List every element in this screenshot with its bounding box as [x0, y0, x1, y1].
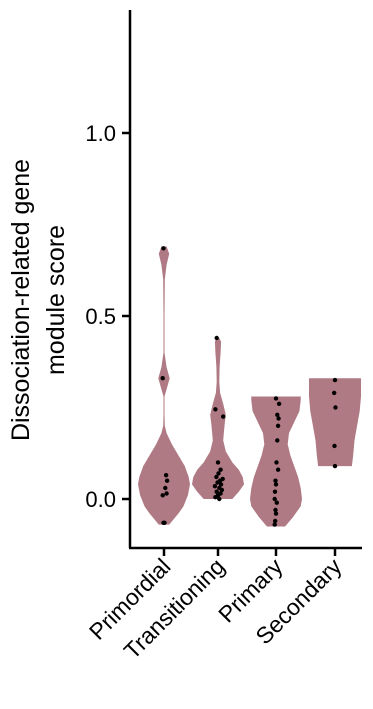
data-point: [276, 401, 282, 406]
data-point: [272, 489, 278, 494]
data-point: [332, 377, 338, 383]
axes: [128, 10, 362, 550]
data-point: [218, 467, 223, 472]
data-point: [272, 522, 277, 527]
data-point: [275, 423, 281, 428]
data-point: [275, 412, 280, 417]
data-point: [274, 460, 279, 465]
data-point: [218, 491, 223, 496]
y-axis-title-line-1: Dissociation-related gene: [7, 159, 35, 441]
y-ticks: 0.0 0.5 1.0: [85, 121, 130, 512]
data-point: [214, 474, 219, 480]
data-point: [273, 482, 279, 487]
data-point: [162, 520, 167, 525]
data-point: [332, 463, 338, 469]
data-point: [272, 496, 277, 502]
data-point: [333, 405, 338, 410]
data-point: [214, 335, 219, 341]
data-point: [212, 484, 218, 489]
data-point: [160, 376, 165, 381]
data-point: [217, 496, 222, 502]
data-point: [164, 478, 170, 483]
y-tick-label: 0.5: [85, 304, 116, 329]
data-point: [213, 407, 218, 412]
data-point: [216, 471, 221, 476]
data-point: [217, 485, 222, 491]
data-point: [273, 518, 278, 524]
y-tick-label: 0.0: [85, 487, 116, 512]
data-point: [275, 438, 280, 443]
data-point: [163, 485, 168, 491]
y-tick-label: 1.0: [85, 121, 116, 146]
data-point: [214, 489, 219, 494]
data-point: [164, 491, 169, 496]
data-point: [220, 476, 225, 482]
data-point: [161, 246, 166, 251]
y-axis-title-line-2: module score: [42, 225, 70, 375]
data-point: [275, 467, 281, 472]
data-point: [218, 482, 224, 487]
data-point: [160, 493, 165, 498]
data-point: [273, 478, 278, 483]
violins: [138, 246, 361, 527]
data-point: [273, 507, 278, 513]
data-point: [274, 500, 279, 505]
data-point: [221, 414, 226, 419]
data-point: [276, 416, 281, 421]
violin-primordial: [138, 246, 190, 525]
violin-transitioning: [192, 338, 244, 499]
data-point: [332, 390, 337, 396]
data-point: [163, 473, 169, 478]
data-point: [332, 443, 337, 449]
data-point: [273, 396, 279, 401]
y-axis-title: Dissociation-related gene module score: [7, 159, 70, 441]
violin-secondary: [309, 378, 361, 467]
data-point: [215, 460, 221, 465]
data-point: [273, 511, 279, 516]
